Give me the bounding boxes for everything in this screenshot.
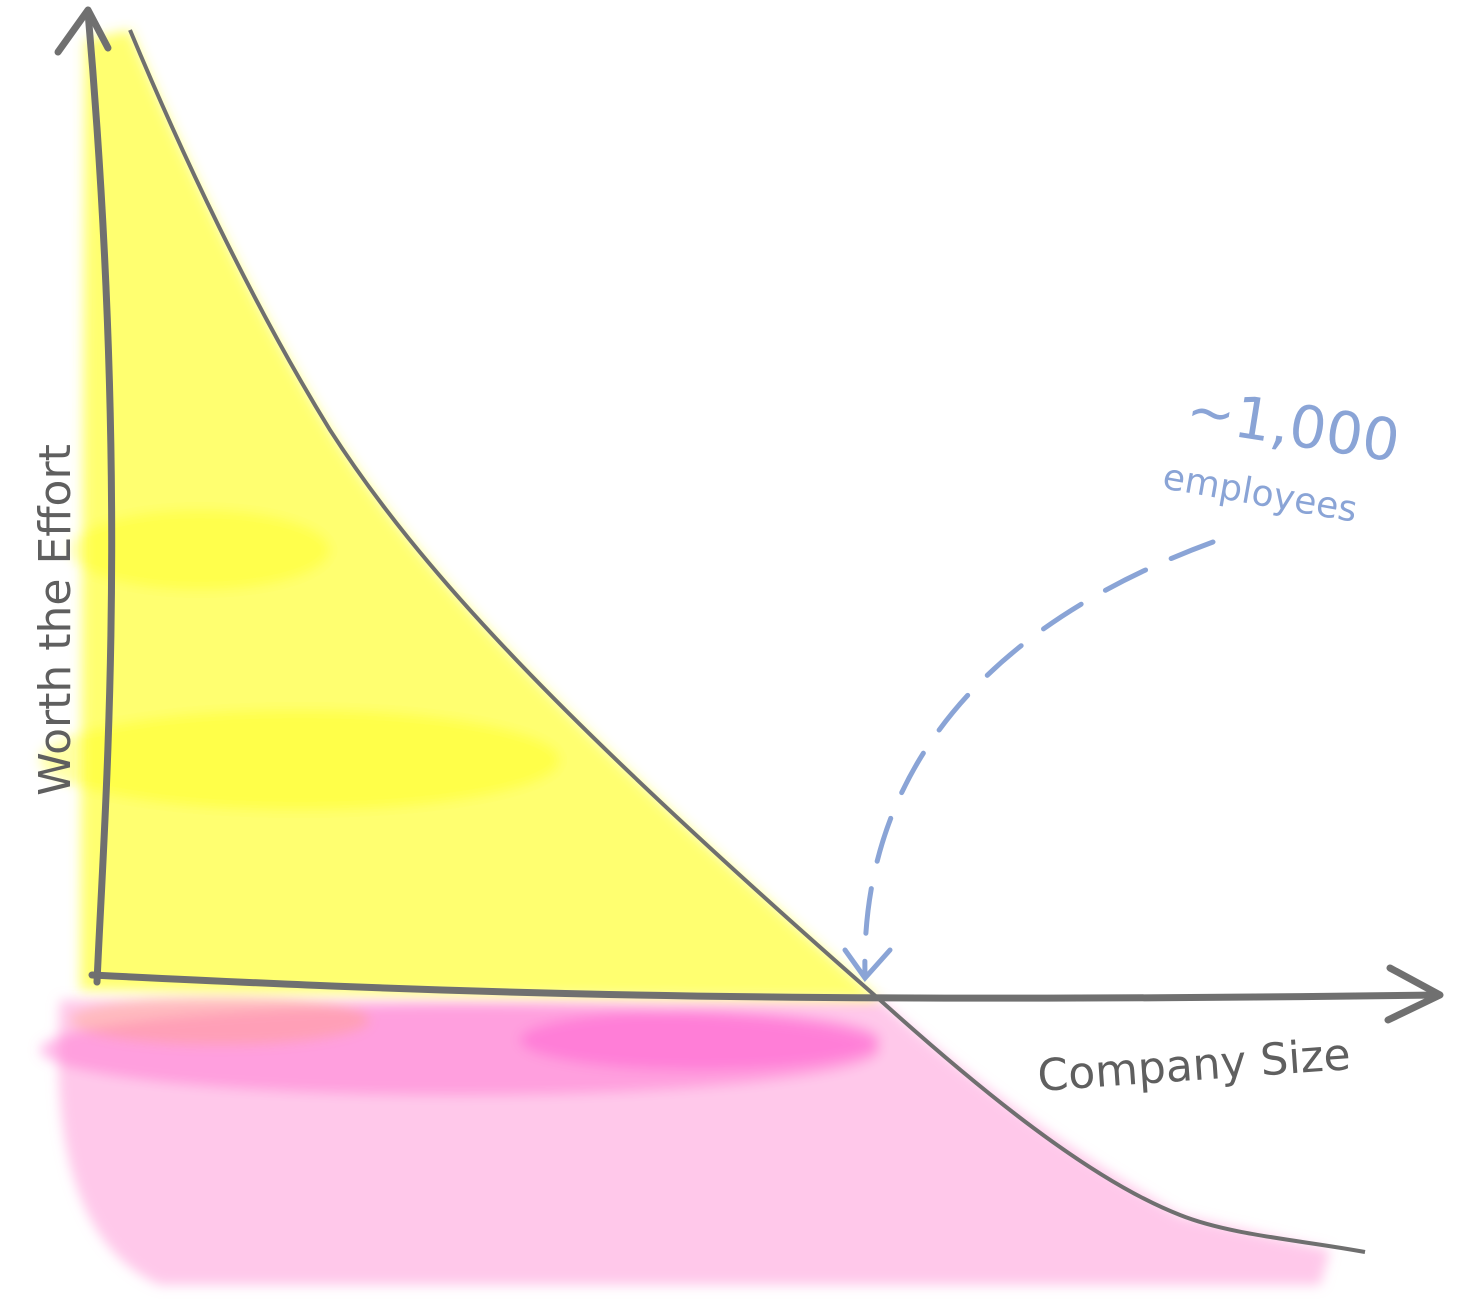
yellow-region — [40, 30, 880, 1000]
annotation-arrow — [842, 539, 1216, 982]
pink-region — [40, 995, 1331, 1285]
annotation-unit: employees — [1160, 456, 1361, 530]
y-axis-label: Worth the Effort — [30, 444, 81, 796]
curve — [128, 29, 1366, 1254]
axes — [54, 6, 1444, 1024]
annotation-value: ~1,000 — [1182, 375, 1405, 476]
x-axis-label: Company Size — [1036, 1029, 1352, 1102]
